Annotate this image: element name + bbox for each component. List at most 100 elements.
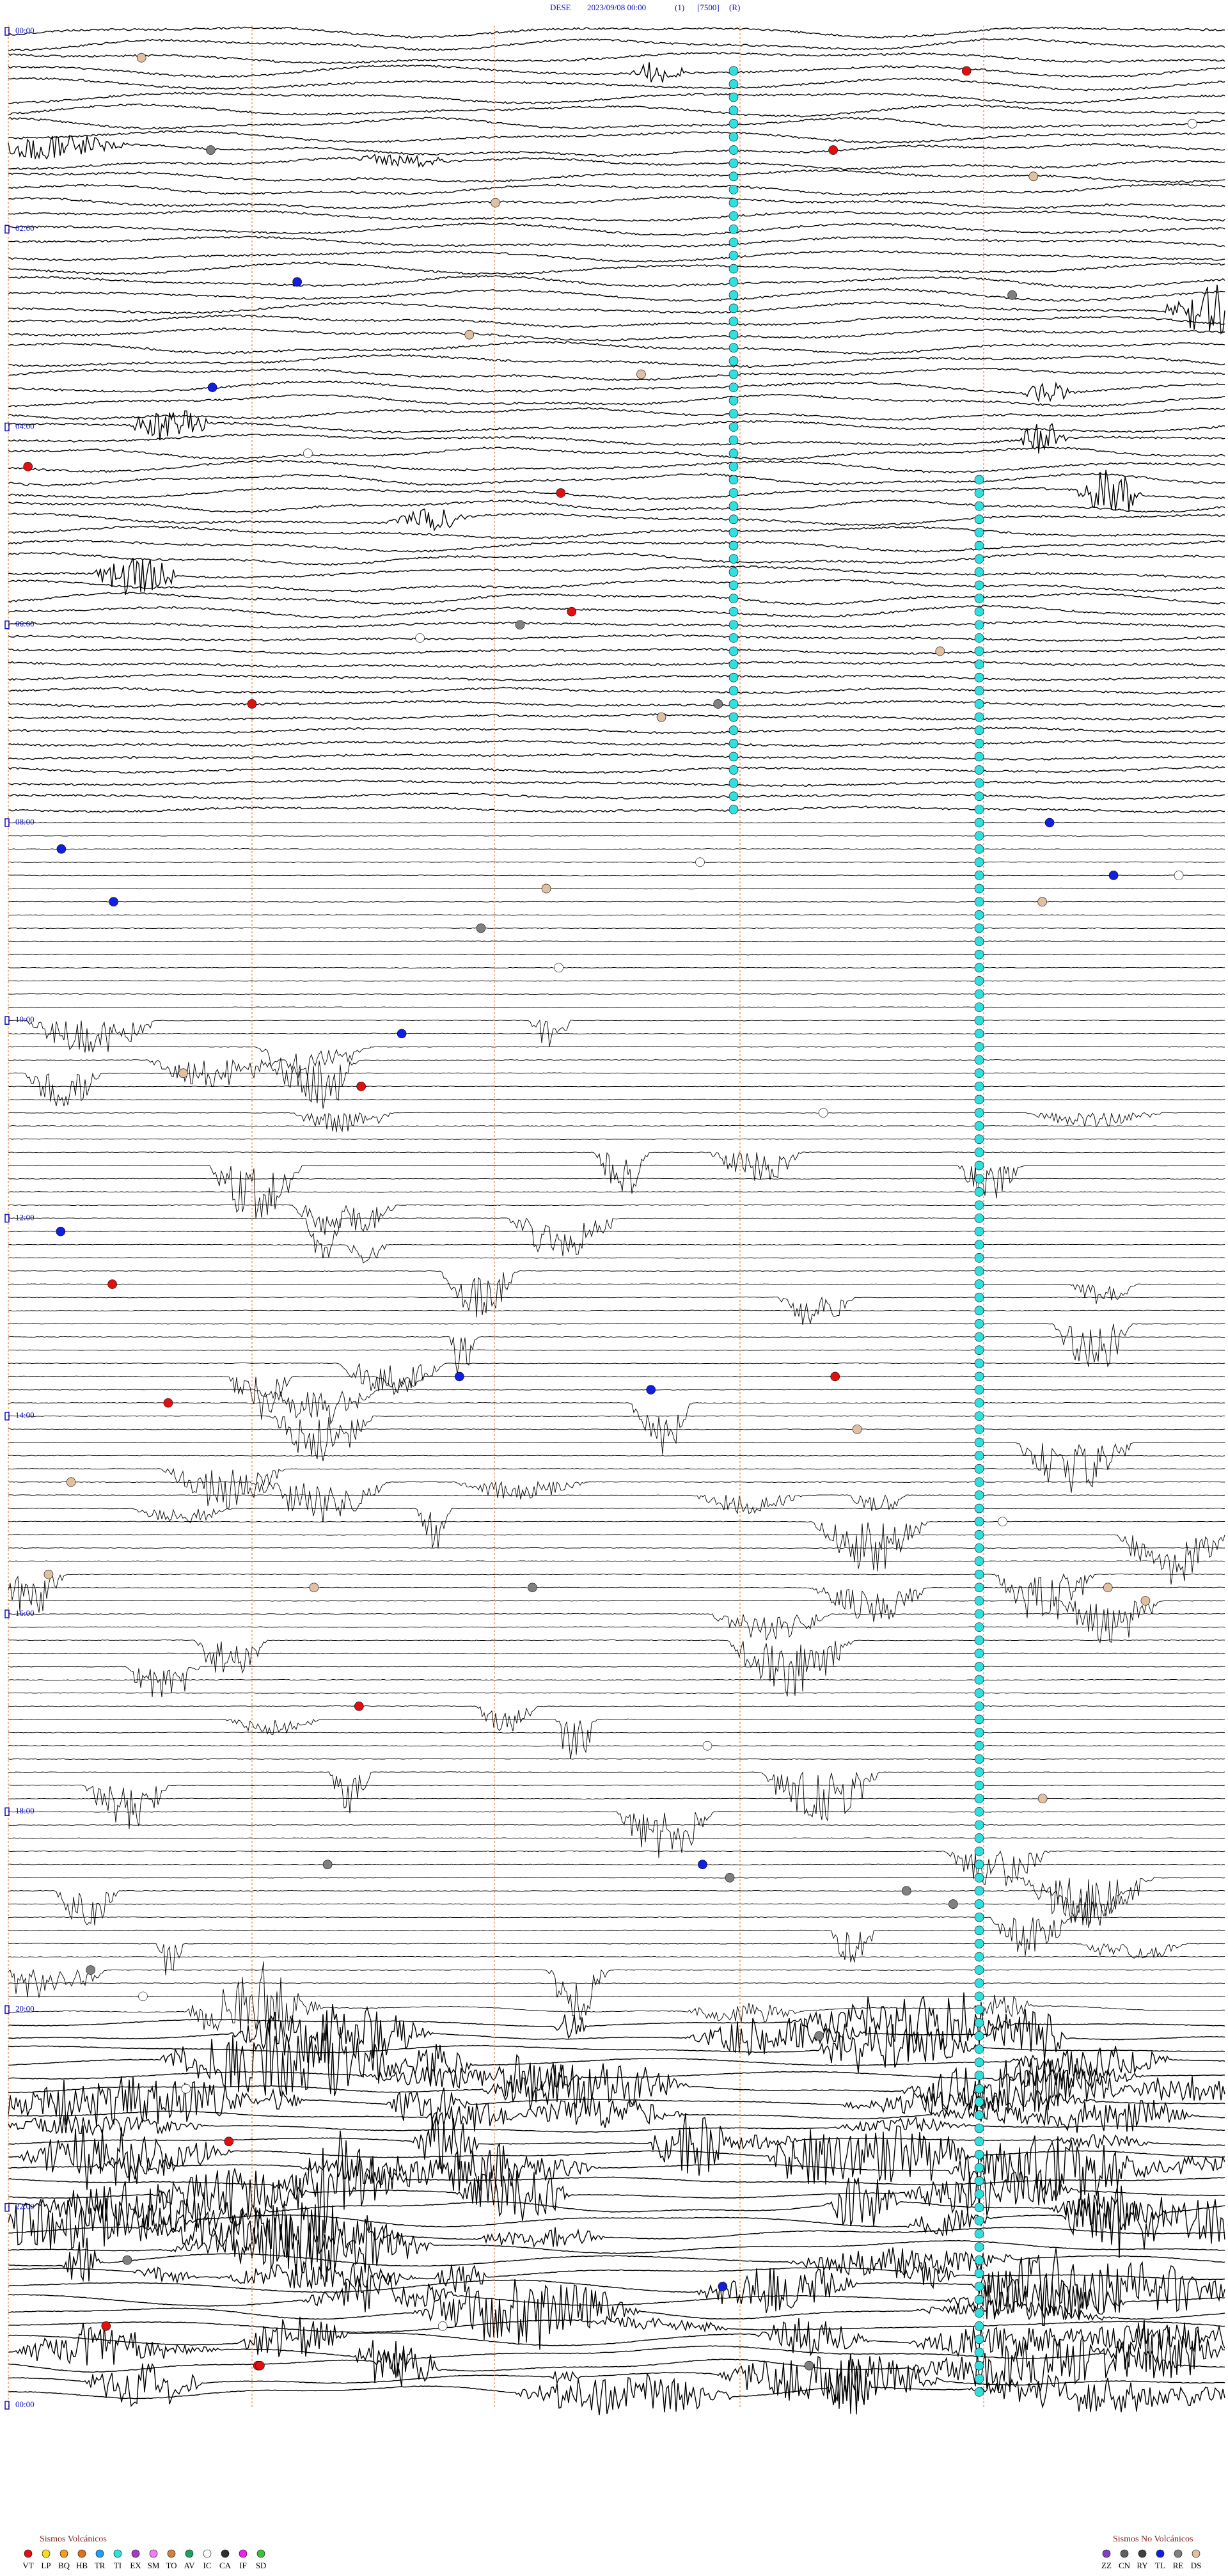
event-marker: [804, 2360, 814, 2371]
trace: [8, 223, 1225, 237]
event-marker: [698, 1860, 707, 1870]
trace: [8, 423, 1225, 454]
event-marker: [818, 1108, 828, 1118]
event-marker: [974, 1082, 984, 1091]
trace: [8, 874, 1225, 876]
trace: [8, 77, 1225, 91]
trace: [8, 1507, 1225, 1548]
legend-code: HB: [76, 2561, 88, 2570]
legend-code: SM: [148, 2561, 160, 2570]
trace: [8, 2168, 1225, 2221]
time-label: 14:00: [15, 1410, 35, 1420]
trace: [8, 1521, 1225, 1572]
trace: [8, 459, 1225, 474]
event-marker: [728, 606, 739, 617]
trace: [8, 1863, 1225, 1865]
time-label: 20:00: [15, 2003, 35, 2013]
event-marker: [974, 554, 984, 564]
trace: [8, 1982, 1225, 1984]
trace: [8, 1560, 1225, 1562]
trace: [8, 557, 1225, 595]
time-bracket: [4, 1016, 10, 1025]
event-marker: [974, 1345, 984, 1355]
trace: [8, 116, 1225, 130]
trace: [8, 1992, 1225, 2055]
event-marker: [830, 1371, 840, 1382]
event-marker: [828, 145, 838, 155]
trace: [8, 1798, 1225, 1799]
event-marker: [728, 712, 739, 722]
trace: [8, 2316, 1225, 2358]
time-bracket: [4, 2203, 10, 2212]
event-marker: [974, 791, 984, 802]
trace: [8, 1389, 1225, 1425]
event-marker: [974, 897, 984, 906]
trace: [8, 1573, 1225, 1620]
trace: [8, 835, 1225, 837]
event-marker: [636, 369, 646, 379]
trace: [8, 1903, 1225, 1905]
event-marker: [1187, 119, 1197, 129]
event-marker: [455, 1371, 464, 1382]
event-marker: [974, 1464, 984, 1474]
event-marker: [136, 52, 146, 63]
event-marker: [961, 66, 972, 76]
event-marker: [974, 633, 984, 643]
event-marker: [974, 1068, 984, 1079]
event-marker: [728, 672, 739, 683]
legend-code: CN: [1119, 2561, 1131, 2570]
trace: [8, 700, 1225, 708]
event-marker: [974, 2005, 984, 2014]
event-marker: [974, 844, 984, 854]
event-marker: [974, 778, 984, 788]
event-marker: [1140, 1596, 1151, 1606]
trace: [8, 1336, 1225, 1375]
event-marker: [56, 1226, 66, 1237]
event-marker: [728, 686, 739, 696]
legend-swatch: [1120, 2549, 1129, 2558]
event-marker: [974, 1886, 984, 1896]
trace: [8, 1415, 1225, 1462]
trace: [8, 2135, 1225, 2204]
trace: [8, 686, 1225, 695]
trace: [8, 2248, 1225, 2313]
event-marker: [43, 1569, 54, 1579]
event-marker: [974, 1398, 984, 1408]
event-marker: [728, 409, 739, 419]
event-marker: [974, 936, 984, 946]
event-marker: [974, 949, 984, 960]
trace: [8, 1943, 1225, 1975]
legend-code: VT: [22, 2561, 33, 2570]
event-marker: [163, 1398, 173, 1408]
event-marker: [974, 2149, 984, 2160]
trace: [8, 473, 1225, 487]
trace: [8, 1309, 1225, 1312]
event-marker: [974, 1741, 984, 1751]
trace: [8, 367, 1225, 381]
trace: [8, 1824, 1225, 1826]
legend-code: RE: [1173, 2561, 1184, 2570]
event-marker: [974, 567, 984, 577]
event-marker: [974, 1569, 984, 1579]
event-marker: [974, 765, 984, 775]
trace: [8, 52, 1225, 65]
trace: [8, 766, 1225, 774]
trace: [8, 647, 1225, 655]
trace: [8, 62, 1225, 83]
event-marker: [974, 1794, 984, 1803]
event-marker: [974, 963, 984, 973]
event-marker: [86, 1965, 95, 1975]
trace: [8, 1666, 1225, 1698]
trace: [8, 314, 1225, 328]
event-marker: [728, 660, 739, 669]
trace: [8, 1257, 1225, 1259]
event-marker: [974, 1385, 984, 1395]
event-marker: [974, 1332, 984, 1342]
event-marker: [974, 2268, 984, 2279]
event-marker: [728, 383, 739, 392]
trace: [8, 354, 1225, 368]
trace: [8, 940, 1225, 942]
time-label: 06:00: [15, 619, 35, 629]
event-marker: [728, 725, 739, 735]
